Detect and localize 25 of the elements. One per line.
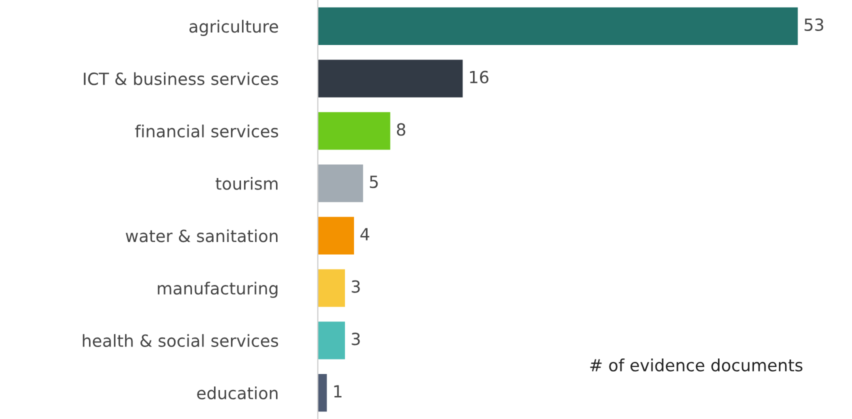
y-tick-label: health & social services xyxy=(82,334,278,348)
data-label: 4 xyxy=(360,228,370,240)
data-label: 1 xyxy=(334,385,342,398)
data-label: 16 xyxy=(470,70,488,84)
annotation: # of evidence documents xyxy=(590,358,802,372)
bar xyxy=(318,164,364,202)
bar xyxy=(318,269,345,307)
y-tick-label: water & sanitation xyxy=(126,229,278,242)
data-label: 3 xyxy=(352,332,360,346)
bar xyxy=(318,7,798,46)
y-tick-label: manufacturing xyxy=(158,282,278,298)
bar xyxy=(318,322,345,360)
bar xyxy=(318,112,390,150)
y-tick-label: education xyxy=(197,386,278,400)
y-tick-label: financial services xyxy=(135,124,278,138)
data-label: 3 xyxy=(352,280,360,293)
data-label: 5 xyxy=(370,176,378,188)
y-tick-label: ICT & business services xyxy=(84,72,278,86)
bar xyxy=(318,216,354,255)
data-label: 8 xyxy=(396,123,406,136)
data-label: 53 xyxy=(804,18,824,32)
y-tick-label: agriculture xyxy=(189,20,278,36)
bar xyxy=(318,374,327,412)
y-tick-label: tourism xyxy=(216,176,278,190)
bar xyxy=(318,60,463,98)
